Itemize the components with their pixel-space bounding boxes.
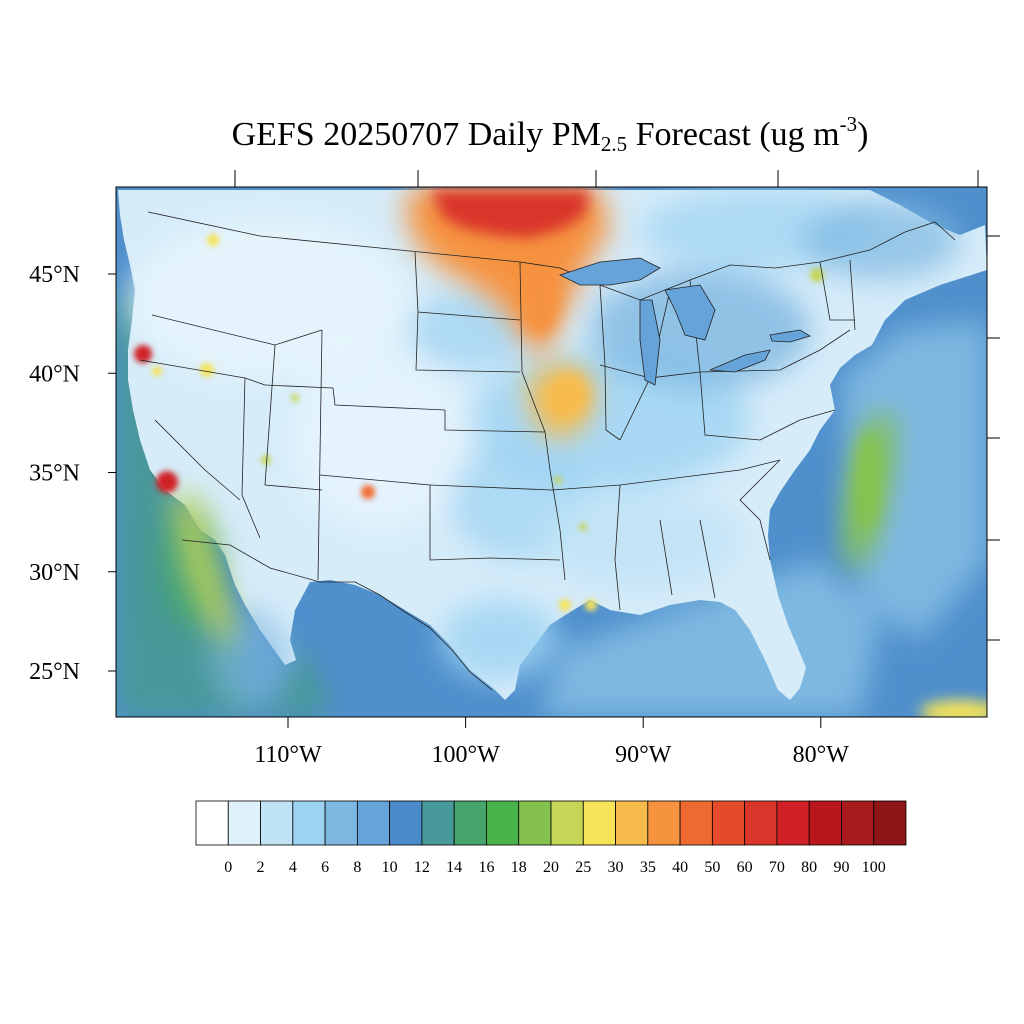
colorbar-swatch (873, 800, 907, 846)
lake-erie (709, 349, 771, 373)
colorbar: 0 2 4 6 8 10 12 14 16 18 20 25 30 35 40 50 60 70 80 90 100 (195, 800, 907, 876)
louisiana-fire-2 (585, 599, 597, 611)
map-frame (115, 186, 988, 718)
latitude-axis: 45°N 40°N 35°N 30°N 25°N (29, 235, 1000, 685)
colorbar-label: 40 (672, 859, 688, 876)
nevada-small-fire (261, 455, 271, 465)
lake-superior (558, 257, 661, 286)
colorbar-swatch (486, 800, 520, 846)
political-borders (139, 211, 956, 691)
s-california-fire (156, 471, 178, 493)
colorbar-label: 60 (737, 859, 753, 876)
colorbar-swatch (518, 800, 552, 846)
map-title: GEFS 20250707 Daily PM2.5 Forecast (ug m… (231, 112, 869, 156)
lat-tick-label: 35°N (29, 461, 80, 487)
colorbar-swatch (421, 800, 455, 846)
colorbar-swatch (647, 800, 681, 846)
colorbar-label: 16 (478, 859, 494, 876)
colorbar-label: 10 (382, 859, 398, 876)
colorbar-swatch (744, 800, 778, 846)
lat-tick-label: 40°N (29, 361, 80, 387)
lon-tick-label: 90°W (615, 742, 672, 768)
colorbar-swatch (324, 800, 358, 846)
lon-tick-label: 100°W (431, 742, 500, 768)
map-field (116, 187, 987, 717)
colorbar-label: 6 (321, 859, 329, 876)
colorbar-swatch (841, 800, 875, 846)
lake-huron (664, 284, 716, 341)
lon-tick-label: 110°W (254, 742, 322, 768)
colorbar-label: 0 (224, 859, 232, 876)
kansas-small-fire (291, 394, 299, 402)
n-california-fire (134, 345, 152, 363)
mississippi-small-fire (579, 523, 587, 531)
us-mexico-border (181, 539, 493, 691)
colorbar-swatch (615, 800, 649, 846)
lat-tick-label: 45°N (29, 262, 80, 288)
colorbar-swatch (195, 800, 229, 846)
colorbar-swatch (292, 800, 326, 846)
nevada-fire (200, 363, 214, 377)
midwest-smoke-tail (520, 265, 560, 335)
colorbar-label: 100 (862, 859, 886, 876)
colorbar-swatch (453, 800, 487, 846)
colorbar-label: 25 (575, 859, 591, 876)
new-mexico-fire (361, 485, 375, 499)
colorbar-label: 70 (769, 859, 785, 876)
colorbar-swatch (389, 800, 423, 846)
colorbar-swatch (711, 800, 746, 846)
great-lakes (558, 257, 811, 386)
colorbar-label: 2 (257, 859, 265, 876)
lake-ontario (769, 329, 811, 343)
colorbar-swatch (227, 800, 261, 846)
smoke-plumes (134, 187, 987, 717)
colorbar-label: 12 (414, 859, 430, 876)
quebec-fire (810, 268, 824, 282)
lake-michigan (639, 299, 661, 386)
colorbar-swatch (776, 800, 810, 846)
colorbar-label: 14 (446, 859, 462, 876)
colorbar-label: 50 (704, 859, 720, 876)
lon-tick-label: 80°W (793, 742, 850, 768)
longitude-axis: 110°W 100°W 90°W 80°W (234, 170, 979, 768)
colorbar-label: 80 (801, 859, 817, 876)
arkansas-small-fire (554, 476, 562, 484)
oregon-fire (152, 366, 162, 376)
colorbar-swatch (356, 800, 391, 846)
colorbar-swatch (260, 800, 294, 846)
colorbar-label: 4 (289, 859, 297, 876)
bahamas-plume (920, 700, 987, 717)
colorbar-label: 30 (608, 859, 624, 876)
colorbar-swatch (679, 800, 713, 846)
colorbar-label: 35 (640, 859, 656, 876)
idaho-fire (207, 234, 219, 246)
colorbar-label: 18 (511, 859, 527, 876)
louisiana-fire (559, 599, 571, 611)
colorbar-swatch (808, 800, 842, 846)
lat-tick-label: 25°N (29, 659, 80, 685)
colorbar-label: 20 (543, 859, 559, 876)
iowa-missouri-core (552, 373, 588, 417)
lat-tick-label: 30°N (29, 560, 80, 586)
colorbar-swatch (582, 800, 616, 846)
atlantic-plume-core (856, 430, 880, 530)
canada-core-smoke (430, 190, 590, 238)
colorbar-label: 90 (833, 859, 849, 876)
colorbar-label: 8 (353, 859, 361, 876)
w-california-coast-plume (170, 490, 235, 650)
colorbar-swatch (550, 800, 584, 846)
